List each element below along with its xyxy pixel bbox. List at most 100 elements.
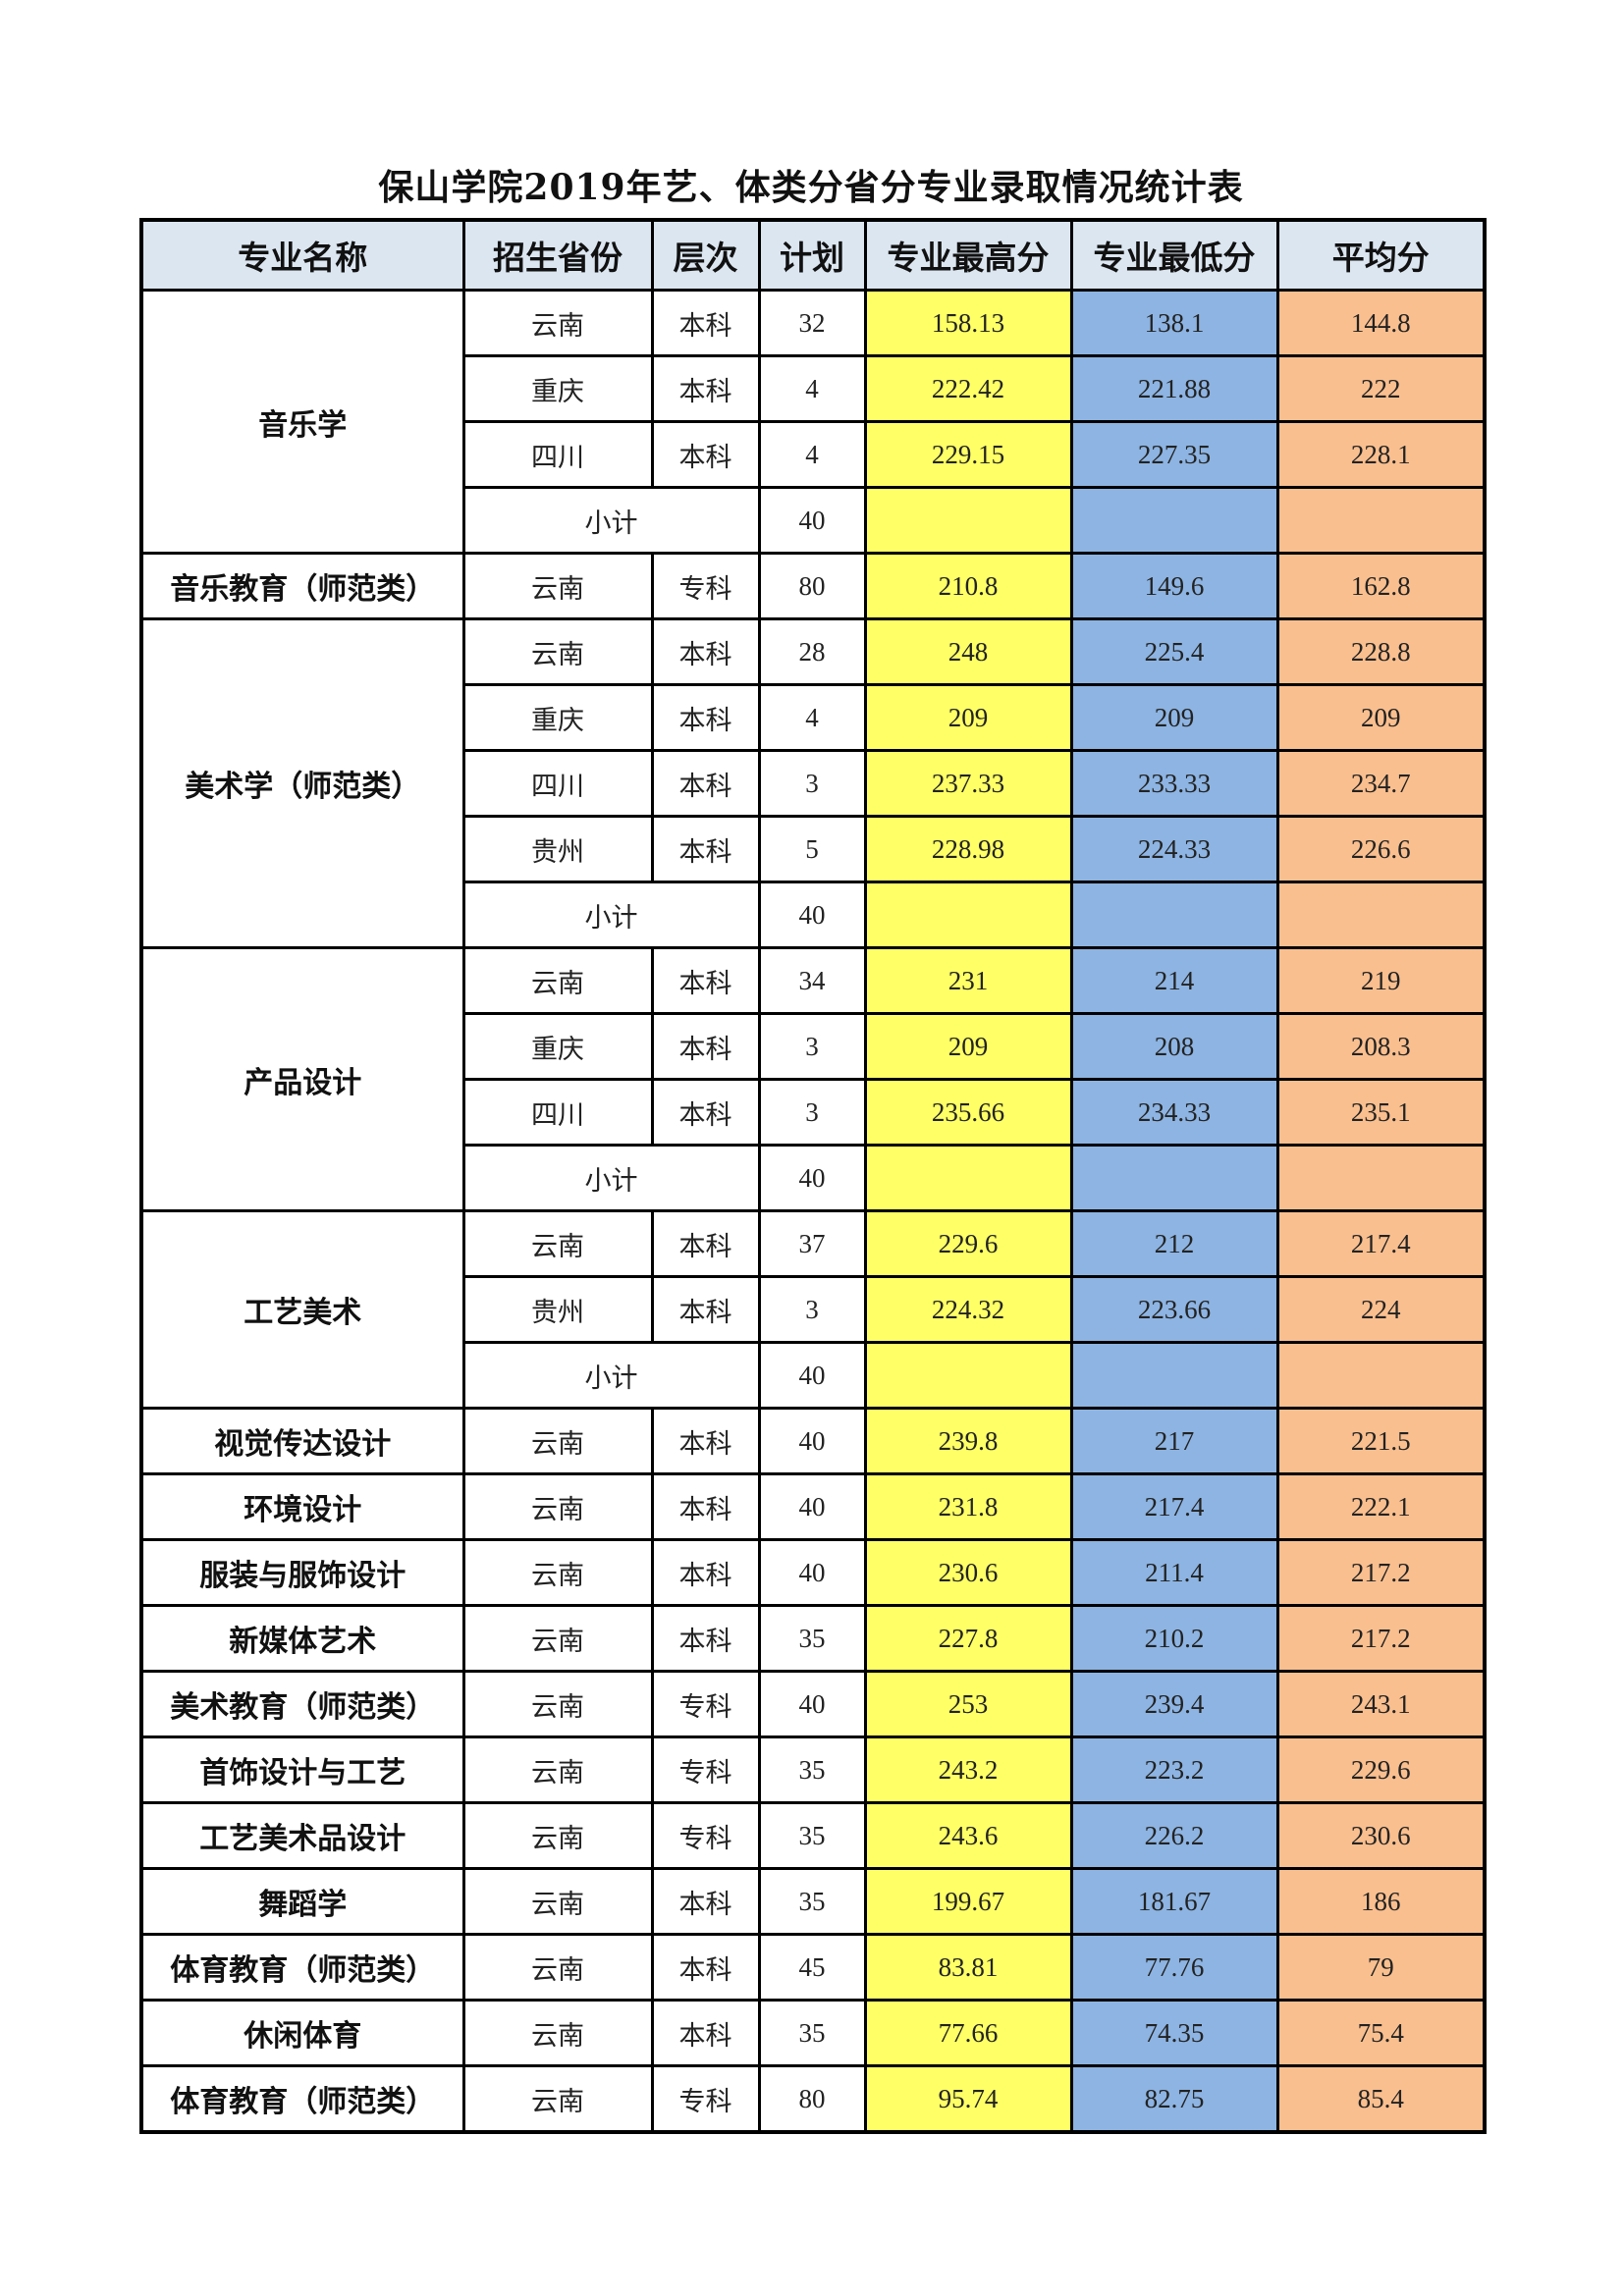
table-row: 视觉传达设计 云南 本科 40 239.8 217 221.5 [139,1407,1487,1475]
province-cell: 四川 [461,1078,654,1147]
subtotal-label: 小计 [461,1341,761,1410]
level-cell: 本科 [650,617,761,686]
level-cell: 本科 [650,1012,761,1081]
avg-score-cell: 219 [1275,946,1487,1015]
plan-cell: 3 [757,749,867,818]
table-row: 美术学（师范类） 云南 本科 28 248 225.4 228.8 [139,617,1487,949]
province-cell: 云南 [461,1801,654,1870]
subtotal-label: 小计 [461,881,761,949]
province-cell: 云南 [461,552,654,620]
min-score-cell: 209 [1069,683,1279,752]
min-score-cell: 181.67 [1069,1867,1279,1936]
subtotal-row: 小计 40 [141,881,1487,949]
avg-score-cell: 217.4 [1275,1209,1487,1278]
max-score-cell: 158.13 [863,289,1073,357]
min-score-cell: 221.88 [1069,354,1279,423]
header-avg-score: 平均分 [1275,218,1487,292]
province-cell: 重庆 [461,683,654,752]
major-name: 体育教育（师范类） [139,1933,465,2002]
min-score-cell: 212 [1069,1209,1279,1278]
plan-cell: 40 [757,1670,867,1738]
level-cell: 本科 [650,815,761,883]
subtotal-avg-empty [1275,486,1487,555]
major-name: 首饰设计与工艺 [139,1735,465,1804]
subtotal-row: 小计 40 [141,1341,1487,1410]
avg-score-cell: 228.1 [1275,420,1487,489]
avg-score-cell: 235.1 [1275,1078,1487,1147]
table-row: 舞蹈学 云南 本科 35 199.67 181.67 186 [139,1867,1487,1936]
plan-cell: 28 [757,617,867,686]
avg-score-cell: 217.2 [1275,1538,1487,1607]
table-row: 美术教育（师范类） 云南 专科 40 253 239.4 243.1 [139,1670,1487,1738]
subtotal-avg-empty [1275,881,1487,949]
subtotal-plan: 40 [757,881,867,949]
province-cell: 云南 [461,289,654,357]
table-row: 四川 本科 4 229.15 227.35 228.1 [141,420,1487,489]
province-cell: 云南 [461,1472,654,1541]
table-row: 音乐学 云南 本科 32 158.13 138.1 144.8 [139,289,1487,555]
avg-score-cell: 228.8 [1275,617,1487,686]
max-score-cell: 95.74 [863,2064,1073,2134]
subtotal-max-empty [863,1144,1073,1212]
province-cell: 贵州 [461,1275,654,1344]
avg-score-cell: 75.4 [1275,1999,1487,2067]
major-name: 工艺美术 [139,1209,465,1410]
max-score-cell: 235.66 [863,1078,1073,1147]
avg-score-cell: 208.3 [1275,1012,1487,1081]
province-cell: 云南 [461,617,654,686]
subtotal-plan: 40 [757,486,867,555]
min-score-cell: 217.4 [1069,1472,1279,1541]
plan-cell: 45 [757,1933,867,2002]
level-cell: 本科 [650,1078,761,1147]
table-body: 音乐学 云南 本科 32 158.13 138.1 144.8 重庆 本科 4 222.42 221.… [139,289,1487,2134]
min-score-cell: 233.33 [1069,749,1279,818]
max-score-cell: 83.81 [863,1933,1073,2002]
plan-cell: 3 [757,1078,867,1147]
max-score-cell: 231.8 [863,1472,1073,1541]
plan-cell: 37 [757,1209,867,1278]
level-cell: 本科 [650,1407,761,1475]
subtotal-avg-empty [1275,1144,1487,1212]
plan-cell: 80 [757,2064,867,2134]
major-name: 新媒体艺术 [139,1604,465,1673]
max-score-cell: 229.15 [863,420,1073,489]
table-row: 四川 本科 3 237.33 233.33 234.7 [141,749,1487,818]
plan-cell: 35 [757,1604,867,1673]
plan-cell: 4 [757,354,867,423]
avg-score-cell: 234.7 [1275,749,1487,818]
subtotal-min-empty [1069,1341,1279,1410]
max-score-cell: 228.98 [863,815,1073,883]
admission-table: 专业名称 招生省份 层次 计划 专业最高分 专业最低分 平均分 音乐学 云南 本科 3… [139,218,1487,2134]
plan-cell: 4 [757,683,867,752]
min-score-cell: 227.35 [1069,420,1279,489]
subtotal-avg-empty [1275,1341,1487,1410]
page-title: 保山学院2019年艺、体类分省分专业录取情况统计表 [378,167,1244,208]
min-score-cell: 239.4 [1069,1670,1279,1738]
level-cell: 本科 [650,1999,761,2067]
level-cell: 专科 [650,2064,761,2134]
table-row: 休闲体育 云南 本科 35 77.66 74.35 75.4 [139,1999,1487,2067]
table-row: 四川 本科 3 235.66 234.33 235.1 [141,1078,1487,1147]
plan-cell: 5 [757,815,867,883]
province-cell: 云南 [461,1735,654,1804]
avg-score-cell: 222 [1275,354,1487,423]
avg-score-cell: 186 [1275,1867,1487,1936]
min-score-cell: 211.4 [1069,1538,1279,1607]
avg-score-cell: 226.6 [1275,815,1487,883]
subtotal-min-empty [1069,1144,1279,1212]
level-cell: 本科 [650,420,761,489]
header-max-score: 专业最高分 [863,218,1073,292]
table-row: 工艺美术 云南 本科 37 229.6 212 217.4 [139,1209,1487,1410]
level-cell: 专科 [650,552,761,620]
min-score-cell: 224.33 [1069,815,1279,883]
table-row: 体育教育（师范类） 云南 专科 80 95.74 82.75 85.4 [139,2064,1487,2134]
header-row: 专业名称 招生省份 层次 计划 专业最高分 专业最低分 平均分 [139,218,1487,292]
level-cell: 本科 [650,1538,761,1607]
table-row: 重庆 本科 4 222.42 221.88 222 [141,354,1487,423]
major-name: 环境设计 [139,1472,465,1541]
max-score-cell: 239.8 [863,1407,1073,1475]
header-province: 招生省份 [461,218,654,292]
major-name: 舞蹈学 [139,1867,465,1936]
province-cell: 云南 [461,1933,654,2002]
province-cell: 云南 [461,2064,654,2134]
